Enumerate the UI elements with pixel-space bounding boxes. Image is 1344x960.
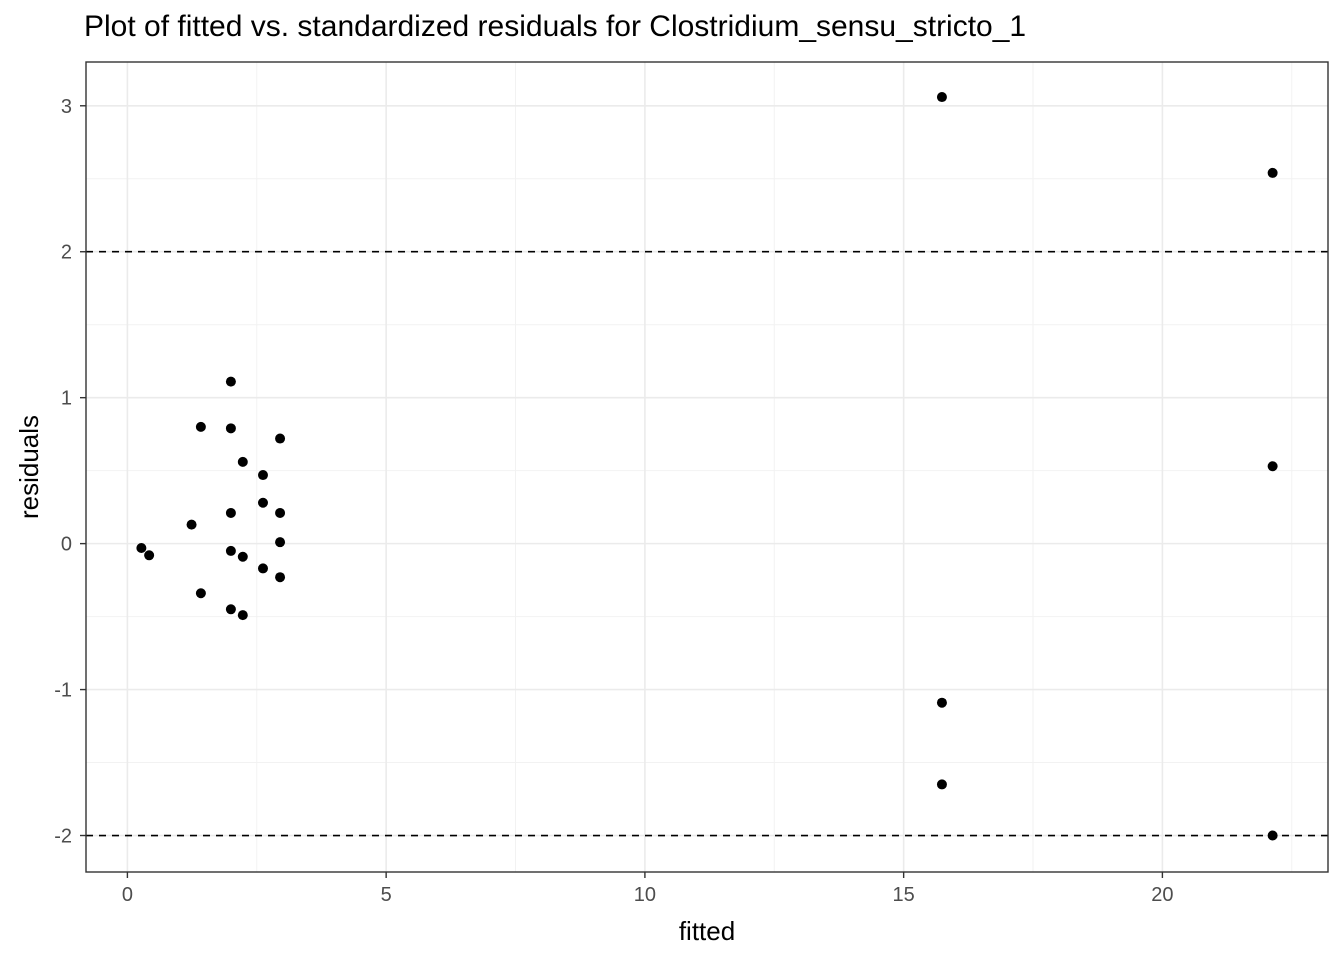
x-axis-title: fitted — [679, 916, 735, 946]
data-point — [237, 610, 248, 621]
x-tick-label: 20 — [1151, 884, 1173, 906]
data-point — [195, 421, 206, 432]
data-point — [275, 507, 286, 518]
data-point — [225, 604, 236, 615]
x-tick-label: 5 — [381, 884, 392, 906]
data-point — [257, 563, 268, 574]
panel-border — [85, 61, 1329, 873]
y-tick-label: 3 — [61, 96, 72, 118]
y-tick-label: 1 — [61, 388, 72, 410]
y-axis-title: residuals — [14, 415, 44, 519]
y-axis-ticks: -2 -1 0 1 2 3 — [54, 96, 86, 848]
x-axis-ticks: 0 5 10 15 20 — [122, 872, 1174, 906]
data-point — [225, 423, 236, 434]
data-point — [237, 456, 248, 467]
data-point — [1267, 461, 1278, 472]
data-point — [225, 545, 236, 556]
data-point — [1267, 830, 1278, 841]
data-point — [225, 376, 236, 387]
data-point — [136, 543, 147, 553]
data-point — [195, 588, 206, 599]
data-points — [136, 92, 1278, 841]
data-point — [144, 550, 155, 561]
chart-title: Plot of fitted vs. standardized residual… — [84, 10, 1027, 43]
data-point — [275, 537, 286, 548]
data-point — [237, 551, 248, 562]
data-point — [1267, 167, 1278, 178]
major-gridlines — [86, 62, 1328, 872]
data-point — [225, 507, 236, 518]
x-tick-label: 0 — [122, 884, 133, 906]
data-point — [936, 697, 947, 708]
data-point — [275, 572, 286, 583]
data-point — [186, 519, 197, 530]
data-point — [275, 433, 286, 444]
x-tick-label: 10 — [634, 884, 656, 906]
x-tick-label: 15 — [893, 884, 915, 906]
minor-gridlines — [86, 62, 1328, 872]
y-tick-label: -1 — [54, 680, 72, 702]
data-point — [936, 779, 947, 790]
data-point — [936, 92, 947, 103]
y-tick-label: 2 — [61, 242, 72, 264]
data-point — [257, 497, 268, 508]
data-point — [257, 470, 268, 481]
y-tick-label: 0 — [61, 534, 72, 556]
y-tick-label: -2 — [54, 826, 72, 848]
